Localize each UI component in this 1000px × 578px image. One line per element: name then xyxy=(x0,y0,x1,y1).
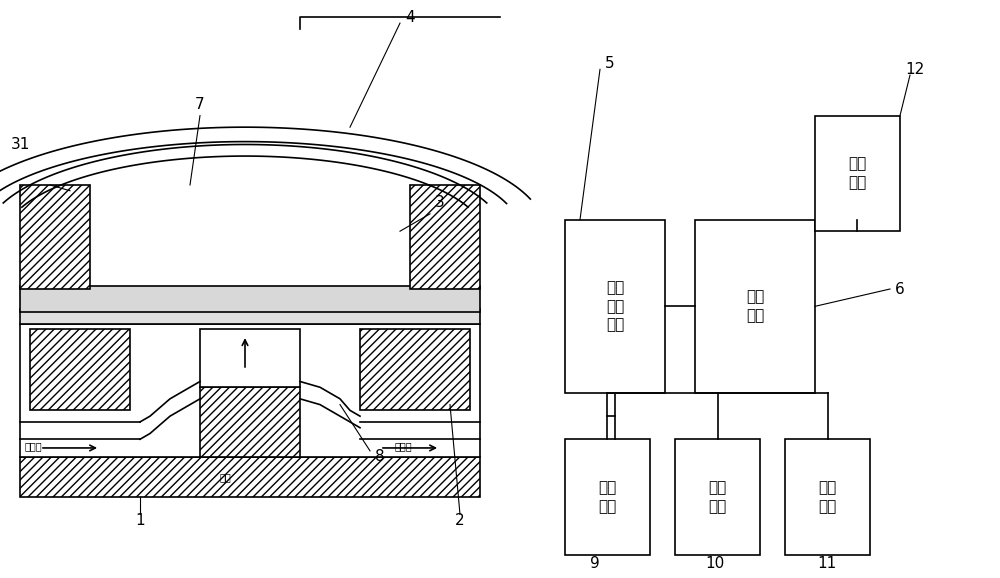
FancyBboxPatch shape xyxy=(785,439,870,555)
Text: 输入
模块: 输入 模块 xyxy=(818,480,837,514)
Text: 监测
模块: 监测 模块 xyxy=(598,480,617,514)
Text: 4: 4 xyxy=(405,10,415,25)
Text: 报警
模块: 报警 模块 xyxy=(708,480,727,514)
FancyBboxPatch shape xyxy=(30,329,130,410)
FancyBboxPatch shape xyxy=(20,324,480,457)
Text: 2: 2 xyxy=(455,513,465,528)
Text: 8: 8 xyxy=(375,449,385,464)
Text: 5: 5 xyxy=(605,56,615,71)
Text: 9: 9 xyxy=(590,556,600,571)
FancyBboxPatch shape xyxy=(815,116,900,231)
FancyBboxPatch shape xyxy=(20,309,480,324)
FancyBboxPatch shape xyxy=(675,439,760,555)
FancyBboxPatch shape xyxy=(200,387,300,457)
FancyBboxPatch shape xyxy=(565,439,650,555)
FancyBboxPatch shape xyxy=(20,185,90,289)
Text: 12: 12 xyxy=(905,62,925,77)
Text: 10: 10 xyxy=(705,556,725,571)
Text: 出水口: 出水口 xyxy=(395,441,413,451)
FancyBboxPatch shape xyxy=(410,185,480,289)
Text: 显示
模块: 显示 模块 xyxy=(848,157,867,190)
FancyBboxPatch shape xyxy=(695,220,815,393)
Text: 控制
单元: 控制 单元 xyxy=(746,290,764,323)
FancyBboxPatch shape xyxy=(565,220,665,393)
FancyBboxPatch shape xyxy=(360,329,470,410)
Text: 7: 7 xyxy=(195,97,205,112)
FancyBboxPatch shape xyxy=(20,457,480,497)
Text: 31: 31 xyxy=(10,137,30,152)
Text: 泵体: 泵体 xyxy=(220,472,232,482)
Text: 1: 1 xyxy=(135,513,145,528)
Text: 11: 11 xyxy=(817,556,837,571)
Text: 压电
驱动
模块: 压电 驱动 模块 xyxy=(606,280,624,332)
FancyBboxPatch shape xyxy=(20,286,480,312)
Text: 3: 3 xyxy=(435,195,445,210)
Text: 6: 6 xyxy=(895,281,905,297)
Text: 进水口: 进水口 xyxy=(25,441,43,451)
FancyBboxPatch shape xyxy=(200,329,300,387)
